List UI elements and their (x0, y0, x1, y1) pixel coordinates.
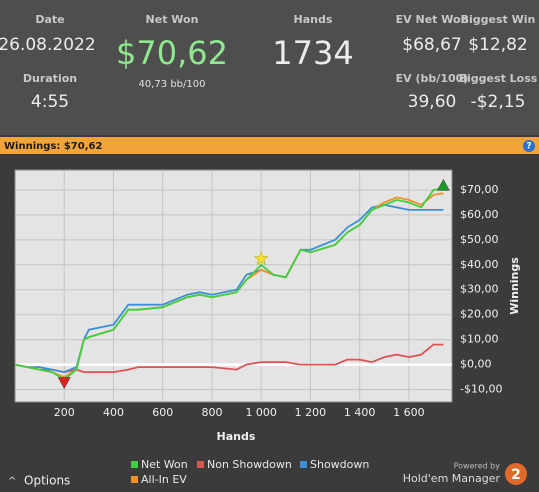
x-tick-label: 1 200 (295, 406, 327, 419)
stat-value: 26.08.2022 (0, 35, 96, 55)
stat-label: EV (bb/100) (396, 72, 469, 85)
stat-value: 39,60 (408, 92, 457, 112)
options-button[interactable]: Options (24, 474, 70, 488)
header-text: Winnings: $70,62 (4, 141, 102, 152)
x-tick-label: 1 000 (245, 406, 277, 419)
stat-value: -$2,15 (471, 92, 526, 112)
series-line (14, 187, 444, 381)
x-tick-label: 600 (152, 406, 173, 419)
bb100-value: 40,73 bb/100 (139, 79, 206, 90)
options-caret[interactable]: ^ (8, 476, 16, 487)
legend-label: Showdown (310, 458, 369, 471)
series-line (14, 343, 444, 374)
x-tick-label: 1 600 (393, 406, 425, 419)
help-button[interactable] (523, 140, 535, 152)
powered-by: Powered by (454, 462, 501, 471)
y-tick-label: $70,00 (460, 183, 499, 196)
stats-panel (0, 0, 539, 135)
legend-swatch (131, 461, 138, 468)
legend-label: All-In EV (141, 473, 187, 486)
stat-value: $68,67 (402, 35, 461, 55)
y-tick-label: $30,00 (460, 283, 499, 296)
legend-swatch (131, 476, 138, 483)
stat-value: 4:55 (31, 92, 69, 112)
legend-label: Non Showdown (207, 458, 292, 471)
x-tick-label: 400 (103, 406, 124, 419)
x-tick-label: 800 (201, 406, 222, 419)
y-tick-label: $60,00 (460, 208, 499, 221)
y-tick-label: $20,00 (460, 308, 499, 321)
hands-value: 1734 (272, 34, 353, 72)
y-tick-label: $0,00 (460, 358, 492, 371)
legend-swatch (197, 461, 204, 468)
y-axis-label: Winnings (508, 257, 521, 315)
legend-label: Net Won (141, 458, 188, 471)
stat-label: Net Won (146, 13, 199, 26)
logo (505, 463, 527, 485)
max-marker (436, 178, 450, 191)
min-marker (57, 377, 71, 390)
y-tick-label: $50,00 (460, 233, 499, 246)
star-marker (253, 251, 269, 266)
stat-label: Date (35, 13, 64, 26)
stat-label: EV Net Won (396, 13, 469, 26)
y-tick-label: $10,00 (460, 333, 499, 346)
x-tick-label: 200 (54, 406, 75, 419)
legend-swatch (300, 461, 307, 468)
stat-label: Hands (294, 13, 333, 26)
y-tick-label: -$10,00 (460, 383, 502, 396)
brand: Hold'em Manager (403, 472, 501, 485)
stat-value: $12,82 (468, 35, 527, 55)
stat-label: Biggest Loss (459, 72, 538, 85)
net-won-value: $70,62 (116, 34, 228, 72)
stat-label: Duration (23, 72, 77, 85)
stat-label: Biggest Win (461, 13, 536, 26)
y-tick-label: $40,00 (460, 258, 499, 271)
x-tick-label: 1 400 (344, 406, 376, 419)
x-axis-label: Hands (217, 430, 256, 443)
header-bar (0, 137, 539, 154)
logo-text: 2 (511, 467, 521, 483)
help-icon[interactable]: ? (526, 142, 531, 152)
